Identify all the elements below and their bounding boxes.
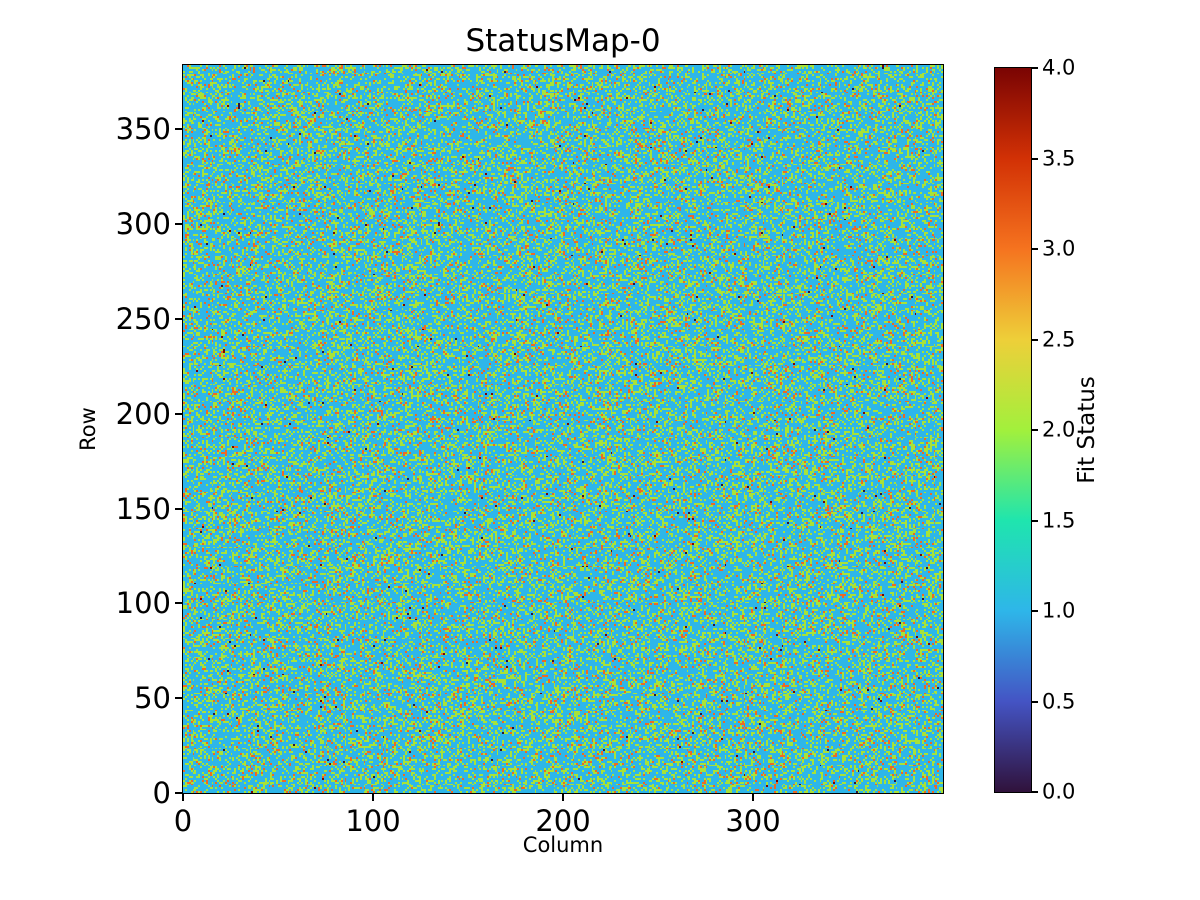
x-axis-label: Column	[522, 833, 604, 857]
y-tick-label: 200	[115, 396, 171, 431]
colorbar-tick-label: 4.0	[1042, 55, 1076, 80]
y-tick-label: 0	[152, 776, 171, 810]
colorbar-tick-label: 0.0	[1042, 779, 1076, 804]
y-tick-label: 150	[115, 491, 171, 526]
y-tick-mark	[175, 507, 182, 510]
colorbar-tick-label: 3.0	[1042, 236, 1076, 261]
y-tick-mark	[175, 697, 182, 700]
y-tick-label: 250	[115, 302, 171, 337]
x-tick-mark	[562, 794, 564, 801]
colorbar-tick-mark	[1032, 157, 1038, 160]
y-tick-label: 300	[115, 207, 171, 242]
y-tick-mark	[175, 223, 182, 226]
x-tick-mark	[182, 794, 184, 801]
y-tick-mark	[175, 318, 182, 321]
colorbar-tick-label: 0.5	[1042, 689, 1076, 713]
y-tick-mark	[175, 128, 182, 131]
y-tick-mark	[175, 792, 182, 794]
plot-title: StatusMap-0	[465, 23, 661, 59]
x-tick-label: 200	[535, 804, 591, 838]
y-tick-label: 350	[115, 112, 171, 147]
colorbar-tick-mark	[1032, 429, 1038, 431]
colorbar-gradient	[995, 68, 1031, 792]
colorbar-tick-mark	[1032, 791, 1038, 793]
y-tick-label: 100	[115, 586, 171, 621]
colorbar: 0.0 0.5 1.0 1.5 2.0 2.5 3.0 3.5 4.0	[994, 56, 1075, 803]
colorbar-tick-mark	[1032, 338, 1038, 341]
heatmap-plot-area: 0 100 200 300 0 50 100 150 200 250 300 350	[116, 64, 944, 837]
colorbar-tick-mark	[1032, 610, 1038, 612]
y-tick-mark	[175, 412, 182, 415]
colorbar-tick-label: 1.5	[1042, 508, 1076, 532]
colorbar-tick-mark	[1032, 519, 1038, 522]
heatmap-canvas	[183, 65, 943, 793]
colorbar-tick-label: 1.0	[1042, 598, 1076, 623]
colorbar-label: Fit Status	[1074, 376, 1100, 484]
x-tick-label: 0	[173, 804, 193, 838]
y-tick-mark	[175, 602, 182, 605]
x-tick-label: 100	[345, 804, 401, 838]
y-axis-label: Row	[76, 407, 100, 451]
colorbar-tick-label: 2.0	[1042, 417, 1076, 442]
x-tick-mark	[752, 794, 754, 801]
colorbar-tick-mark	[1032, 700, 1038, 703]
colorbar-tick-mark	[1032, 248, 1038, 250]
x-tick-label: 300	[725, 804, 781, 838]
x-tick-mark	[372, 794, 374, 801]
colorbar-tick-label: 2.5	[1042, 327, 1076, 351]
colorbar-tick-mark	[1032, 67, 1038, 69]
colorbar-tick-label: 3.5	[1042, 146, 1076, 170]
y-tick-label: 50	[134, 681, 171, 716]
